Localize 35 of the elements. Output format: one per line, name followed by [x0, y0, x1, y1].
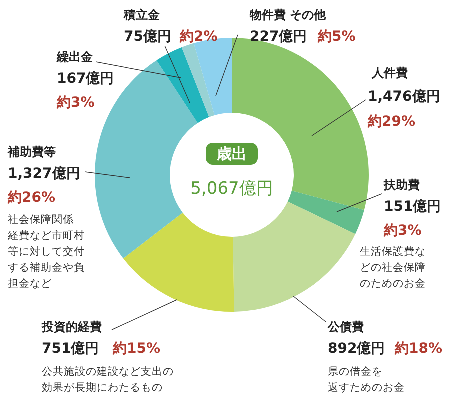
donut-slice [123, 212, 234, 312]
text: 約3% [383, 223, 422, 239]
data-label: 167億円 [57, 70, 114, 87]
slice-label: 繰出金 [56, 50, 94, 64]
text: 約29% [367, 114, 416, 130]
data-label: 1,476億円 [368, 88, 440, 105]
slice-label: 公債費 [327, 320, 364, 334]
slice-label: 人件費 [371, 66, 408, 80]
slice-label: 物件費 その他 [249, 8, 328, 22]
donut-slice [156, 48, 210, 124]
text: 約26% [7, 190, 56, 206]
data-label: 1,327億円 [8, 165, 80, 182]
slice-label: 補助費等 [7, 145, 56, 159]
data-label: 892億円 [328, 340, 386, 357]
slice-label: 積立金 [123, 8, 161, 22]
slice-label: 投資的経費 [41, 320, 102, 334]
donut-slice [288, 190, 364, 234]
text: 約18% [394, 341, 443, 357]
donut-slice [182, 43, 215, 118]
text: 5,067億円 [190, 179, 274, 199]
data-label: 751億円 [42, 340, 100, 357]
slice-label: 扶助費 [383, 178, 420, 192]
data-label: 75億円 [124, 28, 172, 45]
data-label: 227億円 [250, 28, 308, 45]
text: 公共施設の建設など支出の効果が長期にわたるもの [42, 365, 174, 394]
text: 約2% [179, 29, 218, 45]
text: 約3% [56, 95, 95, 111]
text: 県の借金を返すためのお金 [328, 366, 405, 394]
text: 約5% [317, 29, 356, 45]
data-label: 151億円 [384, 198, 442, 215]
text: 約15% [112, 341, 161, 357]
text: 社会保障関係経費など市町村等に対して交付する補助金や負担金など [7, 213, 85, 290]
text: 歳出 [216, 145, 247, 163]
text: 生活保護費などの社会保障のためのお金 [360, 245, 426, 290]
donut-slice [233, 202, 356, 312]
